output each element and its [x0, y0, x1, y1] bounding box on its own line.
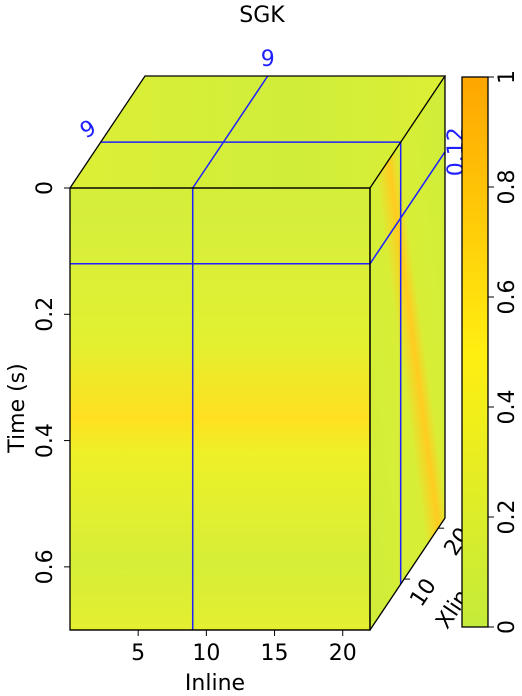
x-tick-label: 10 — [192, 641, 220, 666]
colorbar-tick-label: 0.6 — [495, 280, 520, 315]
front-outline — [69, 187, 371, 631]
xline-slice-label: 9 — [76, 115, 101, 144]
x-tick-label: 15 — [261, 641, 289, 666]
y-axis-label: Time (s) — [5, 363, 30, 453]
cube-edge — [369, 76, 446, 631]
front-face — [70, 188, 370, 630]
colorbar — [461, 76, 489, 628]
x-tick-label: 5 — [131, 641, 145, 666]
colorbar-tick-label: 0.8 — [495, 170, 520, 205]
inline-slice — [192, 75, 269, 189]
side-face — [370, 76, 445, 630]
z-tick-label: 10 — [405, 574, 441, 611]
y-tick-label: 0 — [33, 181, 58, 195]
x-tick-label: 20 — [329, 641, 357, 666]
colorbar-tick-label: 0.2 — [495, 500, 520, 535]
y-tick-label: 0.2 — [33, 297, 58, 332]
inline-slice-label: 9 — [261, 47, 275, 72]
y-tick-label: 0.4 — [33, 423, 58, 458]
colorbar-tick-label: 0 — [495, 620, 520, 634]
time-slice — [369, 151, 446, 265]
cube-edge — [69, 75, 447, 189]
x-axis-label: Inline — [185, 671, 245, 696]
colorbar-tick-label: 0.4 — [495, 390, 520, 425]
colorbar-tick-label: 1 — [495, 70, 520, 84]
chart-title: SGK — [239, 3, 285, 28]
y-tick-label: 0.6 — [33, 549, 58, 584]
top-face — [70, 76, 445, 188]
